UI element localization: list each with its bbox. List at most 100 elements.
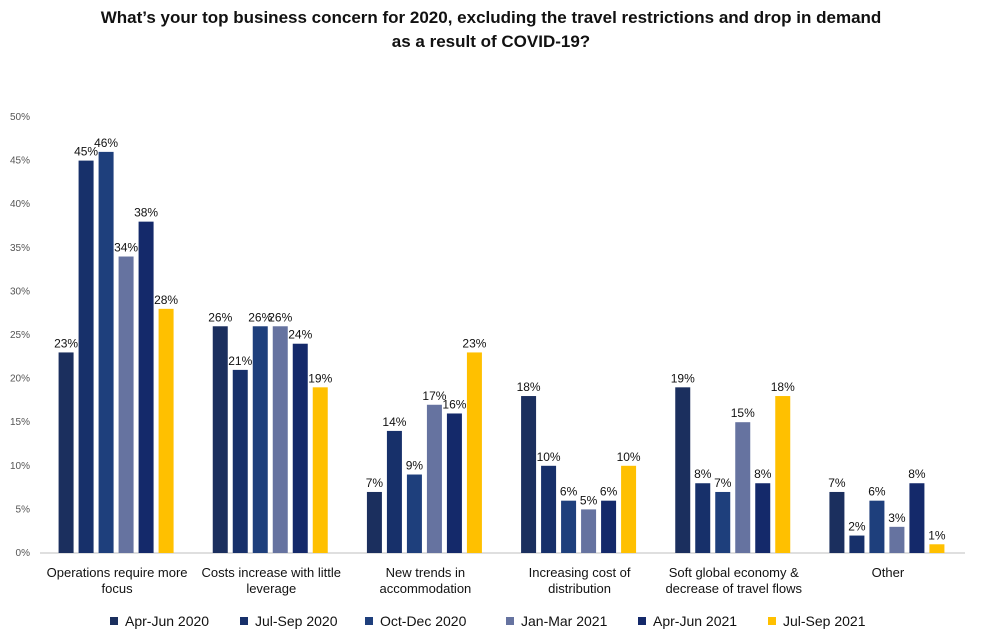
- data-label: 7%: [828, 476, 846, 490]
- bar: [521, 396, 537, 553]
- data-label: 38%: [134, 206, 158, 220]
- y-tick-label: 35%: [10, 243, 30, 254]
- data-label: 17%: [422, 389, 446, 403]
- y-tick-label: 5%: [16, 504, 31, 515]
- data-label: 10%: [537, 450, 561, 464]
- data-label: 18%: [517, 380, 541, 394]
- y-tick-label: 45%: [10, 156, 30, 167]
- category-label: Other: [872, 565, 905, 580]
- bar: [929, 544, 945, 553]
- y-tick-label: 30%: [10, 286, 30, 297]
- category-label: accommodation: [380, 581, 472, 596]
- data-label: 6%: [868, 485, 886, 499]
- data-label: 26%: [208, 310, 232, 324]
- category-label: focus: [102, 581, 134, 596]
- data-label: 45%: [74, 145, 98, 159]
- bar: [252, 326, 268, 553]
- legend-swatch: [506, 617, 514, 625]
- data-label: 6%: [560, 485, 578, 499]
- bar: [675, 387, 691, 553]
- legend-label: Jul-Sep 2021: [783, 613, 866, 629]
- category-label: leverage: [246, 581, 296, 596]
- data-label: 8%: [908, 467, 926, 481]
- bar: [869, 500, 885, 553]
- category-label: Operations require more: [47, 565, 188, 580]
- bar: [581, 509, 597, 553]
- bar: [138, 221, 154, 553]
- data-label: 18%: [771, 380, 795, 394]
- data-label: 23%: [54, 336, 78, 350]
- data-label: 8%: [754, 467, 772, 481]
- y-tick-label: 10%: [10, 461, 30, 472]
- chart-title-line-1: What’s your top business concern for 202…: [100, 8, 882, 27]
- legend-label: Apr-Jun 2020: [125, 613, 209, 629]
- data-label: 7%: [366, 476, 384, 490]
- bar: [909, 483, 925, 553]
- legend-swatch: [365, 617, 373, 625]
- data-label: 10%: [617, 450, 641, 464]
- legend-label: Apr-Jun 2021: [653, 613, 737, 629]
- data-label: 24%: [288, 328, 312, 342]
- bar: [621, 465, 637, 553]
- bar: [212, 326, 228, 553]
- bar: [78, 160, 94, 553]
- data-label: 7%: [714, 476, 732, 490]
- bar: [446, 413, 462, 553]
- data-label: 28%: [154, 293, 178, 307]
- bar: [735, 422, 751, 553]
- bar: [601, 500, 617, 553]
- bar: [158, 308, 174, 553]
- data-label: 15%: [731, 406, 755, 420]
- bar: [232, 369, 248, 553]
- y-tick-label: 0%: [16, 548, 31, 559]
- y-tick-label: 25%: [10, 330, 30, 341]
- bar: [406, 474, 422, 553]
- y-tick-label: 40%: [10, 199, 30, 210]
- data-label: 14%: [382, 415, 406, 429]
- bar: [272, 326, 288, 553]
- category-label: Increasing cost of: [529, 565, 631, 580]
- category-label: Costs increase with little: [202, 565, 341, 580]
- bar: [58, 352, 74, 553]
- bar: [715, 491, 731, 553]
- data-label: 5%: [580, 493, 598, 507]
- bar: [312, 387, 328, 553]
- legend-swatch: [638, 617, 646, 625]
- data-label: 9%: [406, 459, 424, 473]
- data-label: 21%: [228, 354, 252, 368]
- legend-swatch: [240, 617, 248, 625]
- bar: [829, 491, 845, 553]
- y-tick-label: 50%: [10, 112, 30, 123]
- data-label: 23%: [462, 336, 486, 350]
- data-label: 8%: [694, 467, 712, 481]
- data-label: 34%: [114, 241, 138, 255]
- bar: [755, 483, 771, 553]
- data-label: 19%: [308, 371, 332, 385]
- bar: [292, 343, 308, 553]
- category-label: distribution: [548, 581, 611, 596]
- bar: [426, 404, 442, 553]
- bar: [118, 256, 134, 553]
- bar: [695, 483, 711, 553]
- bar: [775, 396, 791, 553]
- legend-label: Oct-Dec 2020: [380, 613, 467, 629]
- category-label: New trends in: [386, 565, 465, 580]
- data-label: 6%: [600, 485, 618, 499]
- data-label: 16%: [442, 397, 466, 411]
- bar: [889, 526, 905, 553]
- bar: [541, 465, 557, 553]
- bar: [386, 430, 402, 553]
- bar: [366, 491, 382, 553]
- legend-swatch: [110, 617, 118, 625]
- legend-label: Jan-Mar 2021: [521, 613, 608, 629]
- data-label: 2%: [848, 520, 866, 534]
- legend-label: Jul-Sep 2020: [255, 613, 338, 629]
- y-tick-label: 20%: [10, 374, 30, 385]
- category-label: decrease of travel flows: [665, 581, 802, 596]
- y-tick-label: 15%: [10, 417, 30, 428]
- bar: [466, 352, 482, 553]
- data-label: 26%: [248, 310, 272, 324]
- chart-title: What’s your top business concern for 202…: [0, 6, 982, 54]
- data-label: 46%: [94, 136, 118, 150]
